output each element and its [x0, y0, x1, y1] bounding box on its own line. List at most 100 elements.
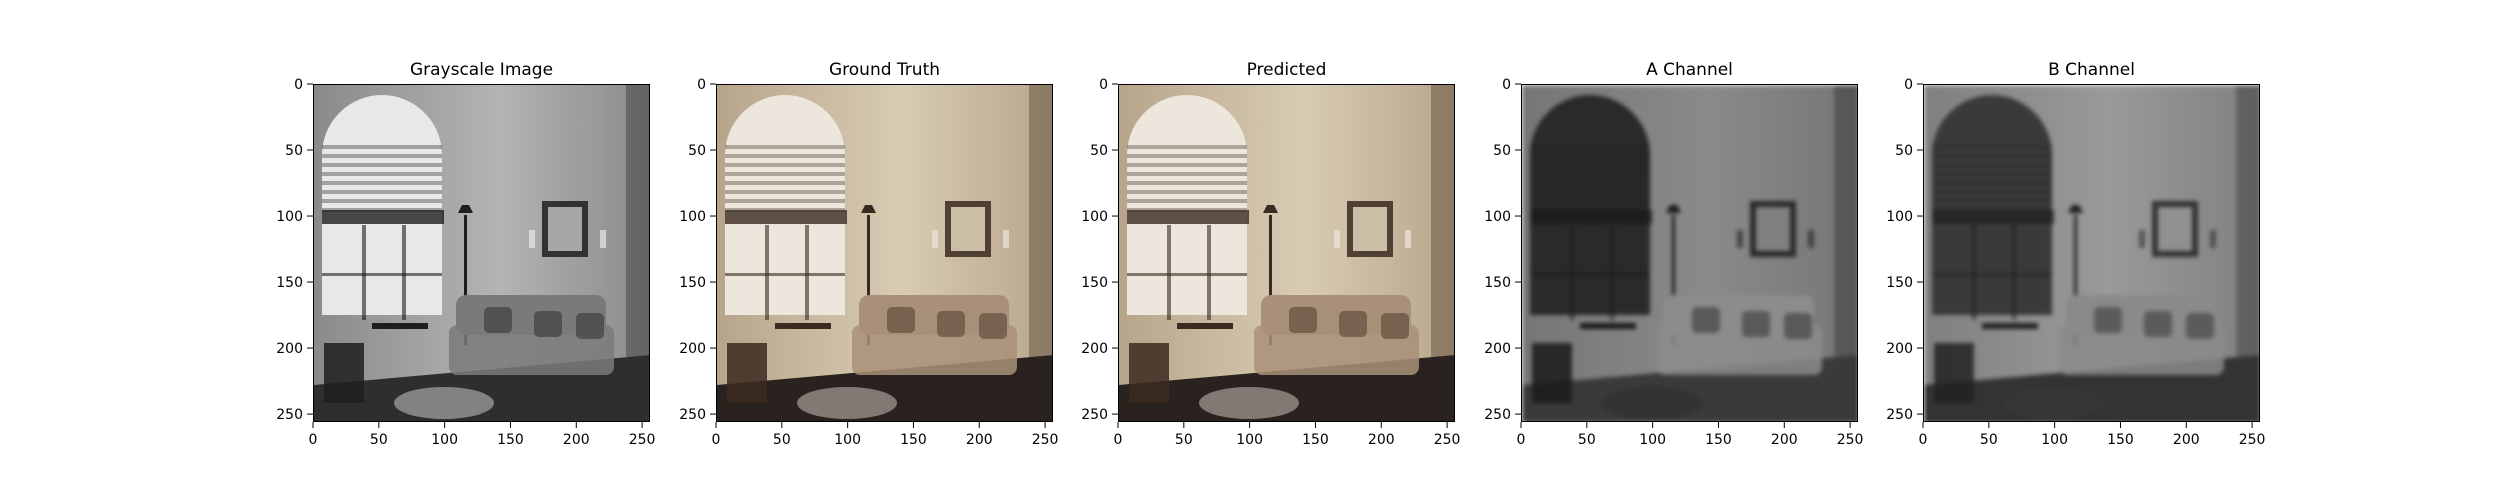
scene-blind-slat — [725, 163, 845, 167]
scene-window — [1530, 95, 1650, 375]
scene-window-mullion — [2012, 225, 2016, 320]
scene-blind-slat — [1127, 190, 1247, 194]
scene-sofa-cushion — [2144, 311, 2172, 337]
scene-sofa-cushion — [2094, 307, 2122, 333]
scene-wall-sconce — [1003, 230, 1009, 248]
scene-sofa-cushion — [887, 307, 915, 333]
scene-wall-sconce — [1808, 230, 1814, 248]
image-frame — [1521, 84, 1858, 422]
image-panel: Predicted 0 50 100 150 200 250 0 50 100 150 200 250 — [1081, 60, 1460, 448]
y-tick-label: 100 — [1886, 209, 1913, 225]
x-tick-label: 250 — [629, 432, 656, 448]
image-frame — [1118, 84, 1455, 422]
scene-sofa-seat — [852, 325, 1017, 375]
scene-image — [1119, 85, 1454, 421]
scene-blind-slat — [1932, 199, 2052, 203]
scene-image — [314, 85, 649, 421]
scene-sofa-cushion — [1784, 313, 1812, 339]
scene-blind-slat — [1127, 181, 1247, 185]
scene-wall-edge — [2236, 85, 2259, 421]
x-tick-label: 100 — [1236, 432, 1263, 448]
scene-window-mullion — [362, 225, 366, 320]
scene-blind-slat — [322, 163, 442, 167]
scene-sofa-cushion — [979, 313, 1007, 339]
scene-chair — [1532, 343, 1572, 403]
panel-title: Predicted — [1246, 60, 1327, 80]
scene-valance — [1127, 210, 1249, 224]
scene-window-transom — [725, 273, 845, 276]
x-tick-label: 150 — [900, 432, 927, 448]
scene-sofa-cushion — [1289, 307, 1317, 333]
scene-wall-sconce — [1405, 230, 1411, 248]
scene-lamp-shade — [2068, 205, 2083, 213]
x-tick-label: 150 — [2107, 432, 2134, 448]
scene-window-mullion — [1570, 225, 1574, 320]
scene-blind-slat — [1932, 154, 2052, 158]
scene-lamp-shade — [458, 205, 473, 213]
axes: 0 50 100 150 200 250 0 50 100 150 200 250 — [1484, 77, 1863, 448]
x-tick-label: 50 — [773, 432, 791, 448]
scene-blind-slat — [1530, 181, 1650, 185]
scene-window-transom — [1530, 273, 1650, 276]
scene-sofa-cushion — [1381, 313, 1409, 339]
scene-blind-slat — [725, 145, 845, 149]
axes: 0 50 100 150 200 250 0 50 100 150 200 250 — [1081, 77, 1460, 448]
scene-coffee-table — [797, 387, 897, 419]
x-tick-label: 100 — [834, 432, 861, 448]
x-tick-label: 0 — [1517, 432, 1526, 448]
x-tick-label: 0 — [1114, 432, 1123, 448]
y-tick-label: 200 — [1081, 341, 1108, 357]
scene-blind-slat — [1530, 190, 1650, 194]
scene-side-table — [1982, 323, 2038, 329]
scene-blind-slat — [1127, 199, 1247, 203]
scene-wall-edge — [1431, 85, 1454, 421]
x-tick-label: 100 — [1639, 432, 1666, 448]
scene-blind-slat — [1932, 190, 2052, 194]
y-tick-label: 100 — [1081, 209, 1108, 225]
scene-picture — [2158, 207, 2192, 251]
scene-blind-slat — [322, 172, 442, 176]
x-tick-label: 200 — [1771, 432, 1798, 448]
scene-side-table — [1177, 323, 1233, 329]
scene-blind-slat — [725, 172, 845, 176]
scene-sofa-seat — [1657, 325, 1822, 375]
scene-coffee-table — [394, 387, 494, 419]
x-tick-label: 150 — [497, 432, 524, 448]
image-frame — [313, 84, 650, 422]
y-tick-label: 150 — [1081, 275, 1108, 291]
scene-wall-sconce — [2210, 230, 2216, 248]
y-tick-label: 200 — [1484, 341, 1511, 357]
image-panel: Ground Truth 0 50 100 150 200 250 0 50 100 150 200 2… — [679, 60, 1058, 448]
scene-window-mullion — [402, 225, 406, 320]
scene-blind-slat — [322, 181, 442, 185]
x-tick-label: 0 — [309, 432, 318, 448]
y-tick-label: 0 — [1904, 77, 1913, 93]
x-tick-label: 200 — [1368, 432, 1395, 448]
scene-lamp-shade — [1666, 205, 1681, 213]
x-tick-label: 100 — [2041, 432, 2068, 448]
scene-coffee-table — [1602, 387, 1702, 419]
y-tick-label: 200 — [276, 341, 303, 357]
axes: 0 50 100 150 200 250 0 50 100 150 200 250 — [276, 77, 655, 448]
scene-coffee-table — [1199, 387, 1299, 419]
scene-chair — [324, 343, 364, 403]
scene-window-transom — [1127, 273, 1247, 276]
scene-blind-slat — [1932, 163, 2052, 167]
panel-title: Ground Truth — [828, 60, 941, 80]
scene-sofa-cushion — [1339, 311, 1367, 337]
image-frame — [716, 84, 1053, 422]
panel-title: Grayscale Image — [409, 60, 554, 80]
scene-wall-sconce — [932, 230, 938, 248]
scene-wall-edge — [1029, 85, 1052, 421]
scene-picture — [1353, 207, 1387, 251]
scene-blind-slat — [1932, 172, 2052, 176]
scene-lamp-pole — [1672, 215, 1675, 345]
scene-chair — [1934, 343, 1974, 403]
scene-wall-edge — [626, 85, 649, 421]
scene-sofa-seat — [2059, 325, 2224, 375]
scene-blind-slat — [1127, 145, 1247, 149]
scene-picture — [1756, 207, 1790, 251]
x-tick-label: 200 — [966, 432, 993, 448]
image-panel: B Channel 0 50 100 150 200 250 0 50 100 150 200 250 — [1886, 60, 2265, 448]
scene-lamp-pole — [1269, 215, 1272, 345]
